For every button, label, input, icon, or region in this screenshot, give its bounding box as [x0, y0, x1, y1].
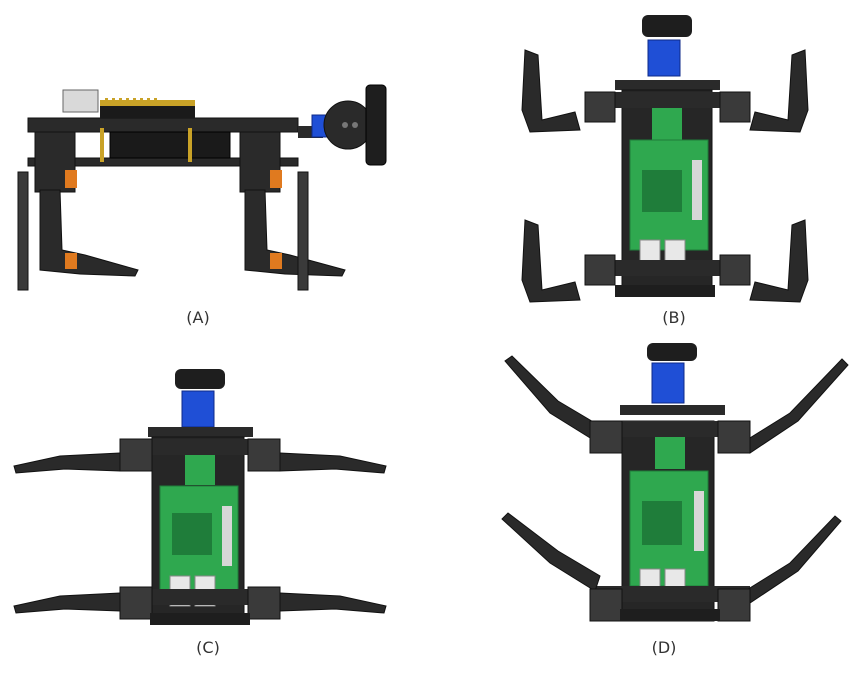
- robot-top-view-extended: [13, 369, 387, 625]
- panel-c: (C): [0, 341, 430, 682]
- panel-d: (D): [430, 341, 860, 682]
- robot-side-view: [17, 84, 387, 291]
- panel-b: (B): [430, 0, 860, 341]
- panel-a: (A): [0, 0, 430, 341]
- panel-label-b: (B): [662, 308, 686, 327]
- panel-label-a: (A): [186, 308, 210, 327]
- panel-label-c: (C): [196, 638, 220, 657]
- panel-label-d: (D): [651, 638, 677, 657]
- robot-top-view-angled: [501, 343, 849, 622]
- robot-top-view-folded: [521, 15, 809, 303]
